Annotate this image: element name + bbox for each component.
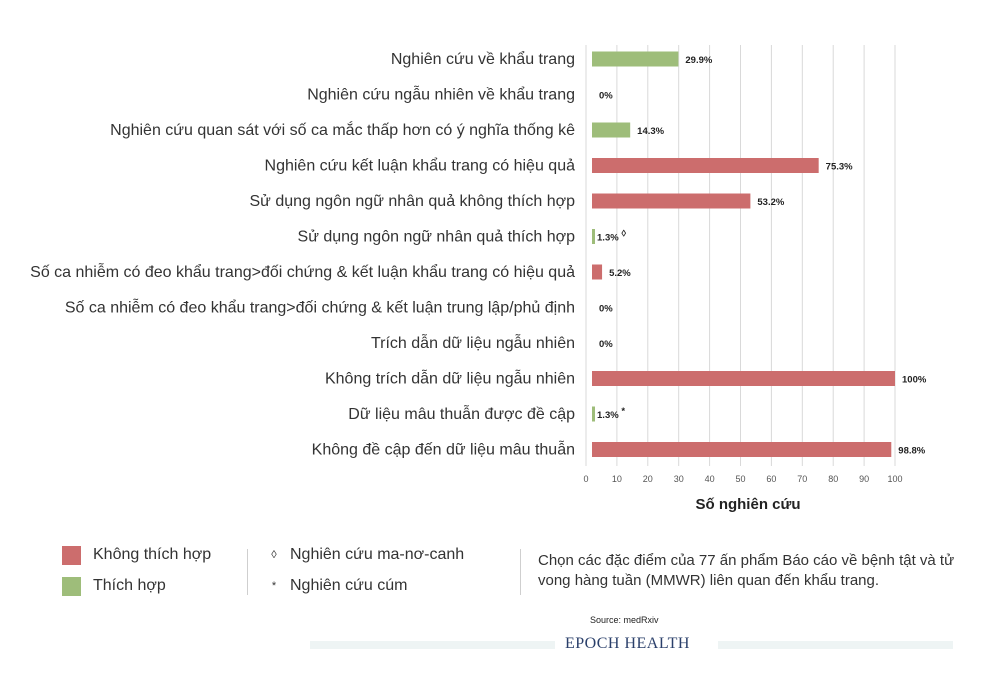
x-tick-label: 90 (859, 474, 869, 484)
category-label: Nghiên cứu về khẩu trang (391, 50, 575, 68)
category-label: Nghiên cứu kết luận khẩu trang có hiệu q… (265, 157, 576, 175)
bar (592, 229, 595, 244)
value-label: 75.3% (826, 162, 853, 173)
value-label: 98.8% (898, 446, 925, 457)
asterisk-icon: * (621, 406, 625, 417)
brand-band-left (310, 641, 555, 649)
bar (592, 122, 631, 138)
category-label: Không trích dẫn dữ liệu ngẫu nhiên (325, 369, 575, 388)
x-tick-label: 80 (828, 474, 838, 484)
bar-chart: 0 10 20 30 40 50 60 70 80 90 100 Nghiên cứu về khẩu… (30, 45, 927, 513)
legend-item-mannequin: ◊ Nghiên cứu ma-nơ-canh (268, 544, 464, 566)
x-tick-label: 30 (674, 474, 684, 484)
legend-label-mannequin: Nghiên cứu ma-nơ-canh (290, 546, 465, 563)
legend-item-suitable: Thích hợp (62, 575, 211, 597)
legend-swatch-unsuitable (62, 545, 81, 565)
bar (592, 51, 679, 67)
value-label: 0% (599, 91, 613, 102)
diamond-icon: ◊ (621, 229, 626, 240)
category-label: Nghiên cứu ngẫu nhiên về khẩu trang (307, 85, 575, 104)
x-tick-label: 70 (797, 474, 807, 484)
value-label: 0% (599, 339, 613, 350)
color-legend: Không thích hợp Thích hợp (62, 544, 211, 606)
legend-item-flu: * Nghiên cứu cúm (268, 575, 464, 597)
bar (592, 158, 819, 173)
chart-note: Chọn các đặc điểm của 77 ấn phẩm Báo cáo… (538, 552, 955, 589)
bar (592, 442, 892, 457)
category-label: Không đề cập đến dữ liệu mâu thuẫn (312, 440, 575, 459)
note-divider (520, 549, 521, 595)
category-label: Nghiên cứu quan sát với số ca mắc thấp h… (110, 120, 575, 139)
value-label: 14.3% (637, 126, 664, 137)
legend-label-unsuitable: Không thích hợp (93, 546, 212, 563)
x-tick-label: 40 (705, 474, 715, 484)
brand-band-right (718, 641, 953, 649)
bar (592, 371, 895, 386)
value-label: 100% (902, 375, 927, 386)
legend-label-flu: Nghiên cứu cúm (290, 577, 408, 594)
category-label: Số ca nhiễm có đeo khẩu trang>đối chứng … (30, 262, 575, 281)
x-axis-title: Số nghiên cứu (695, 496, 800, 513)
bar (592, 264, 603, 280)
value-label: 53.2% (757, 197, 784, 208)
x-tick-label: 100 (887, 474, 902, 484)
value-label: 0% (599, 304, 613, 315)
category-label: Dữ liệu mâu thuẫn được đề cập (348, 404, 575, 423)
symbol-legend: ◊ Nghiên cứu ma-nơ-canh * Nghiên cứu cúm (268, 544, 464, 606)
x-tick-label: 50 (735, 474, 745, 484)
legend-swatch-suitable (62, 576, 81, 596)
category-label: Sử dụng ngôn ngữ nhân quả thích hợp (298, 229, 576, 246)
brand-logo: EPOCH HEALTH (565, 635, 690, 652)
legend-divider (247, 549, 248, 595)
x-tick-label: 20 (643, 474, 653, 484)
x-tick-label: 0 (583, 474, 588, 484)
value-label: 29.9% (685, 55, 712, 66)
legend-label-suitable: Thích hợp (93, 577, 166, 594)
x-tick-label: 10 (612, 474, 622, 484)
x-tick-label: 60 (766, 474, 776, 484)
legend-item-unsuitable: Không thích hợp (62, 544, 211, 566)
category-label: Số ca nhiễm có đeo khẩu trang>đối chứng … (65, 298, 575, 317)
category-label: Trích dẫn dữ liệu ngẫu nhiên (371, 333, 575, 352)
diamond-icon: ◊ (271, 549, 277, 561)
source-credit: Source: medRxiv (590, 615, 659, 625)
value-label: 1.3% (597, 410, 619, 421)
category-label: Sử dụng ngôn ngữ nhân quả không thích hợ… (250, 193, 576, 210)
bar (592, 193, 751, 209)
value-label: 1.3% (597, 233, 619, 244)
asterisk-icon: * (271, 580, 277, 592)
bar (592, 406, 595, 422)
value-label: 5.2% (609, 268, 631, 279)
